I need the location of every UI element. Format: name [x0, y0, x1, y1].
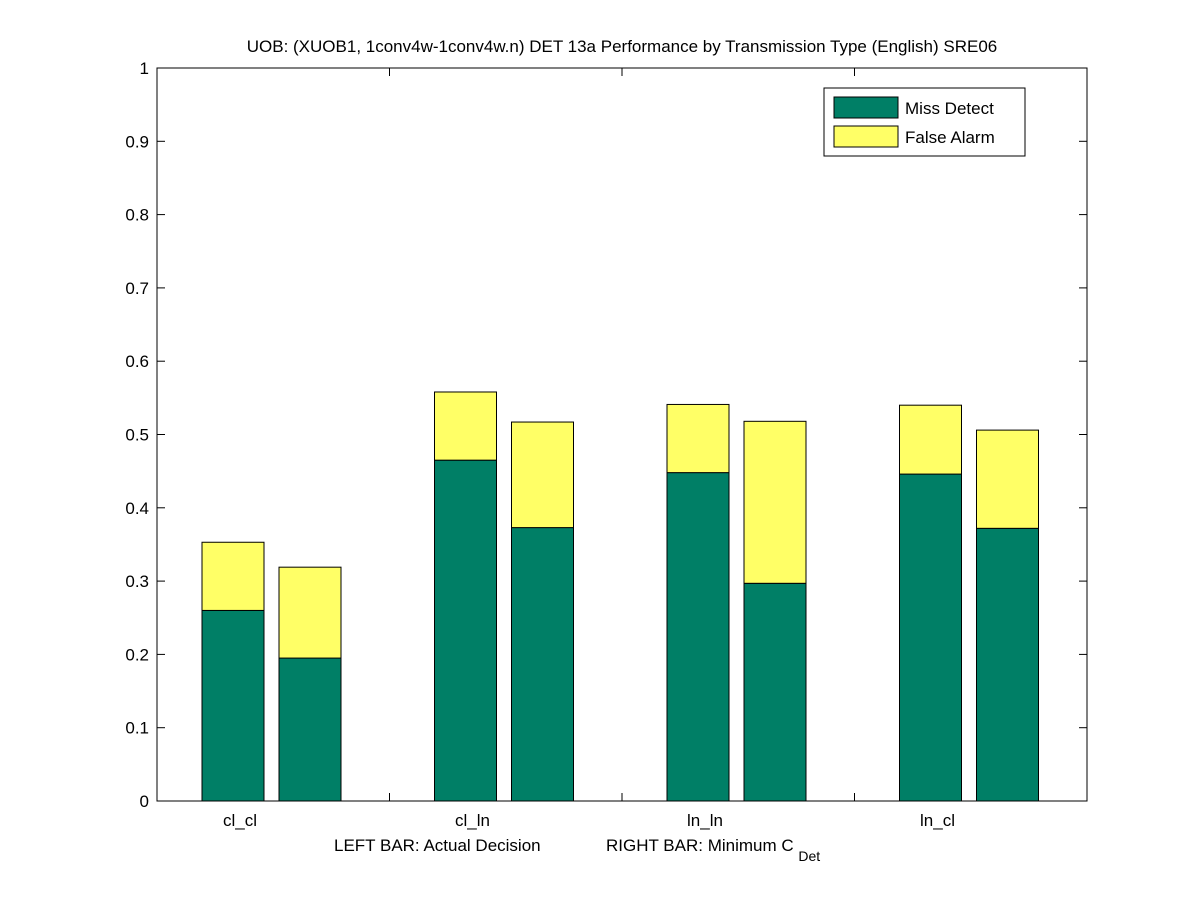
x-axis-label-subscript: Det [798, 848, 820, 864]
x-axis-label-left: LEFT BAR: Actual Decision [334, 836, 541, 855]
legend-swatch-miss-detect [833, 96, 899, 119]
bar-cl-ln-actual-miss-detect [434, 459, 497, 802]
legend: Miss Detect False Alarm [823, 87, 1026, 157]
x-axis: cl_cl cl_ln ln_ln ln_cl [223, 68, 955, 830]
x-tick-label: cl_ln [455, 811, 490, 830]
bar-ln-ln-actual-false-alarm [666, 403, 730, 474]
bar-cl-cl-actual-false-alarm [201, 541, 265, 611]
y-tick-label: 0.7 [125, 279, 149, 298]
bar-ln-ln-minimum-miss-detect [743, 582, 807, 802]
legend-label-false-alarm: False Alarm [905, 128, 995, 147]
x-tick-label: ln_ln [687, 811, 723, 830]
legend-swatch-false-alarm [833, 125, 899, 148]
bar-ln-cl-minimum-miss-detect [976, 527, 1039, 802]
bar-ln-ln-minimum-false-alarm [743, 420, 807, 584]
y-tick-label: 0.4 [125, 499, 149, 518]
bar-cl-ln-minimum-false-alarm [511, 421, 574, 529]
bar-cl-cl-minimum-false-alarm [278, 566, 342, 659]
legend-label-miss-detect: Miss Detect [905, 99, 994, 118]
bar-cl-cl-minimum-miss-detect [278, 657, 342, 802]
y-tick-label: 0.9 [125, 132, 149, 151]
y-tick-label: 0.8 [125, 206, 149, 225]
x-axis-label-right: RIGHT BAR: Minimum C [606, 836, 794, 855]
x-tick-label: ln_cl [920, 811, 955, 830]
x-axis-label: LEFT BAR: Actual Decision RIGHT BAR: Min… [334, 836, 820, 864]
bar-cl-ln-minimum-miss-detect [511, 527, 574, 802]
y-tick-label: 0.2 [125, 645, 149, 664]
y-tick-label: 0.3 [125, 572, 149, 591]
bars-group [201, 391, 1039, 802]
y-tick-label: 0.6 [125, 352, 149, 371]
bar-ln-cl-actual-false-alarm [899, 404, 962, 475]
y-tick-label: 1 [140, 59, 149, 78]
bar-cl-ln-actual-false-alarm [434, 391, 497, 461]
bar-ln-cl-minimum-false-alarm [976, 429, 1039, 529]
bar-ln-cl-actual-miss-detect [899, 473, 962, 802]
x-tick-label: cl_cl [223, 811, 257, 830]
y-tick-label: 0.5 [125, 426, 149, 445]
y-axis: 0 0.1 0.2 0.3 0.4 0.5 0.6 0.7 0.8 0.9 1 [125, 59, 1087, 811]
bar-ln-ln-actual-miss-detect [666, 472, 730, 802]
chart-title: UOB: (XUOB1, 1conv4w-1conv4w.n) DET 13a … [247, 37, 998, 56]
y-tick-label: 0.1 [125, 719, 149, 738]
bar-cl-cl-actual-miss-detect [201, 609, 265, 802]
y-tick-label: 0 [140, 792, 149, 811]
